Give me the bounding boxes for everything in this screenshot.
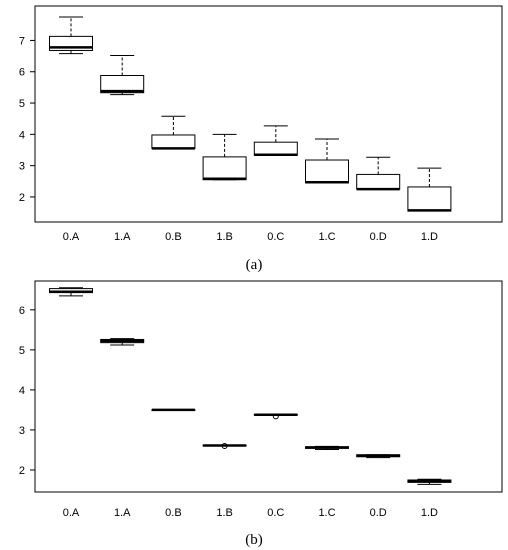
y-tick-label: 5 xyxy=(19,345,25,357)
x-tick-label: 0.D xyxy=(370,231,387,243)
x-tick-label: 1.C xyxy=(318,231,335,243)
outlier-point xyxy=(272,413,279,420)
box-0.D xyxy=(356,454,401,459)
x-tick-label: 1.B xyxy=(216,231,233,243)
x-tick-label: 0.A xyxy=(63,507,80,519)
box-body xyxy=(151,134,196,149)
y-tick-label: 3 xyxy=(19,425,25,437)
box-1.D xyxy=(407,478,452,485)
x-tick-label: 1.B xyxy=(216,507,233,519)
box-body xyxy=(100,74,145,94)
box-1.C xyxy=(305,445,349,451)
plot-frame xyxy=(34,5,503,223)
box-0.C xyxy=(253,413,298,416)
y-tick-label: 7 xyxy=(19,35,25,47)
box-1.C xyxy=(305,138,349,184)
x-tick-label: 0.D xyxy=(370,507,387,519)
box-0.D xyxy=(356,156,401,191)
y-tick-label: 6 xyxy=(19,67,25,79)
box-0.A xyxy=(49,287,93,297)
y-tick-label: 3 xyxy=(19,161,25,173)
y-tick-label: 5 xyxy=(19,98,25,110)
x-tick-label: 0.A xyxy=(63,231,80,243)
box-0.B xyxy=(151,115,196,150)
box-body xyxy=(407,186,452,212)
x-tick-label: 1.C xyxy=(318,507,335,519)
box-body xyxy=(202,156,247,181)
panel-caption: (b) xyxy=(245,532,263,548)
x-tick-label: 1.D xyxy=(421,231,438,243)
box-body xyxy=(253,141,298,156)
box-0.C xyxy=(253,125,298,156)
x-tick-label: 1.D xyxy=(421,507,438,519)
x-tick-label: 0.B xyxy=(165,507,182,519)
x-tick-label: 0.C xyxy=(267,507,284,519)
x-tick-label: 0.C xyxy=(267,231,284,243)
y-tick-label: 2 xyxy=(19,465,25,477)
plot-frame xyxy=(34,280,503,493)
box-0.A xyxy=(49,16,93,55)
box-0.B xyxy=(151,408,196,412)
y-tick-label: 4 xyxy=(19,385,25,397)
panel-a-chart: 2 3 4 5 6 7 0.A 1.A 0.B 1.B 0.C 1.C 0.D 1.D (a) xyxy=(19,5,503,273)
y-tick-label: 6 xyxy=(19,305,25,317)
panel-b-chart: 2 3 4 5 6 0.A 1.A 0.B 1.B 0.C 1.C 0.D 1.D (b) xyxy=(19,280,503,548)
outlier-point xyxy=(221,442,228,449)
box-1.B xyxy=(202,444,247,447)
y-tick-label: 2 xyxy=(19,192,25,204)
box-1.A xyxy=(100,54,145,96)
box-body xyxy=(305,159,349,184)
panel-caption: (a) xyxy=(246,257,263,273)
box-body xyxy=(356,173,401,190)
y-tick-label: 4 xyxy=(19,129,25,141)
x-tick-label: 1.A xyxy=(114,231,131,243)
x-tick-label: 0.B xyxy=(165,231,182,243)
x-tick-label: 1.A xyxy=(114,507,131,519)
box-1.B xyxy=(202,133,247,181)
box-1.D xyxy=(407,167,452,212)
box-1.A xyxy=(100,338,145,346)
